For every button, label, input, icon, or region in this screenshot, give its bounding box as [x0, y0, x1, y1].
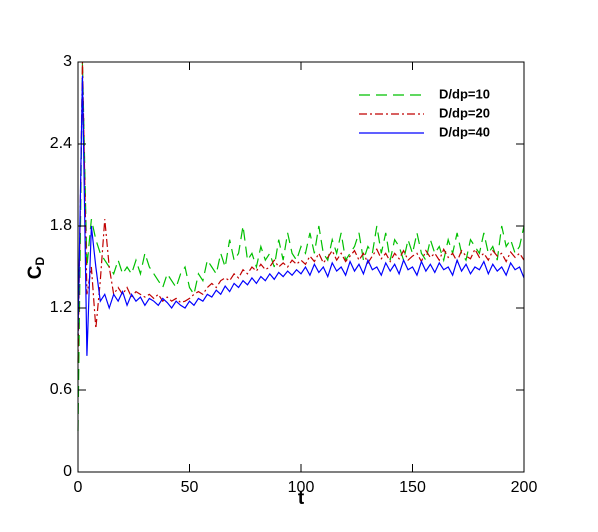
y-tick-label: 0.6 — [50, 381, 72, 398]
x-tick-label: 150 — [399, 479, 426, 496]
x-axis-label: t — [298, 488, 305, 509]
series-line — [77, 61, 525, 363]
y-tick-label: 1.8 — [50, 217, 72, 234]
legend-label: D/dp=20 — [439, 105, 490, 120]
x-tick-label: 0 — [74, 479, 83, 496]
y-tick-label: 0 — [63, 463, 72, 480]
y-axis-label-sub: D — [33, 256, 47, 265]
x-tick-label: 50 — [181, 479, 199, 496]
x-tick-label: 200 — [511, 479, 538, 496]
series-line — [77, 61, 525, 432]
legend-label: D/dp=10 — [439, 86, 490, 101]
y-tick-label: 1.2 — [50, 299, 72, 316]
y-tick-label: 3 — [63, 53, 72, 70]
legend-label: D/dp=40 — [439, 124, 490, 139]
y-axis-label: CD — [25, 256, 47, 279]
series-line — [77, 75, 525, 356]
y-axis-label-main: C — [25, 265, 46, 279]
y-tick-label: 2.4 — [50, 135, 72, 152]
x-tick-label: 100 — [288, 479, 315, 496]
